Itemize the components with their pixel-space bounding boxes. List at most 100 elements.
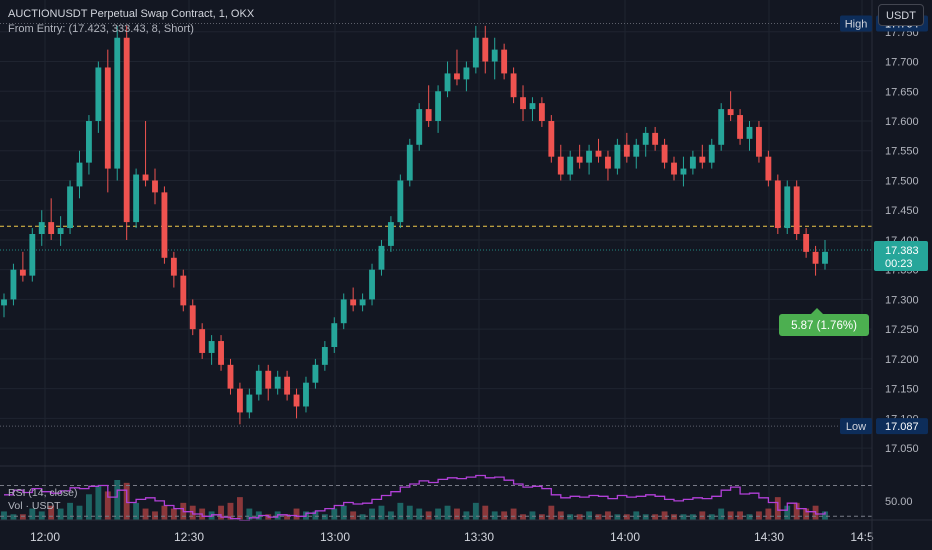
volume-bar	[227, 502, 234, 520]
candle-body	[708, 144, 715, 163]
pnl-badge-box	[779, 314, 869, 336]
y-tick-label: 17.250	[885, 324, 919, 336]
x-tick-label: 13:30	[464, 530, 494, 544]
candle-body	[605, 156, 611, 169]
volume-bar	[491, 511, 498, 520]
volume-bar	[605, 511, 611, 520]
volume-bar	[756, 511, 762, 520]
volume-bar	[152, 511, 158, 520]
candle-body	[454, 73, 460, 80]
candle-body	[633, 144, 640, 157]
candle-body	[340, 299, 347, 324]
volume-bar	[161, 505, 168, 520]
volume-bar	[67, 502, 73, 520]
candle-body	[482, 37, 489, 62]
y-tick-label: 17.550	[885, 146, 919, 158]
candle-body	[369, 269, 375, 300]
volume-bar	[284, 514, 291, 520]
pnl-badge-pointer	[811, 308, 823, 314]
low-value: 17.087	[885, 421, 919, 433]
candle-body	[595, 150, 602, 157]
volume-bar	[236, 497, 243, 520]
candle-body	[227, 364, 234, 389]
volume-bar	[359, 514, 366, 520]
candle-body	[152, 180, 158, 193]
volume-bar	[350, 511, 357, 520]
candle-body	[548, 121, 555, 157]
candle-body	[170, 257, 177, 276]
candle-body	[793, 186, 800, 234]
candle-body	[586, 150, 593, 163]
volume-bar	[406, 505, 413, 520]
volume-bar	[623, 514, 630, 520]
volume-bar	[10, 514, 17, 520]
candle-body	[671, 162, 677, 175]
volume-bar	[737, 511, 743, 520]
y-tick-label: 17.450	[885, 205, 919, 217]
currency-button[interactable]: USDT	[878, 4, 924, 26]
high-label-box	[840, 15, 872, 32]
volume-bar	[331, 508, 338, 520]
volume-bar	[671, 514, 677, 520]
volume-bar	[576, 514, 583, 520]
volume-bar	[510, 508, 517, 520]
candle-body	[444, 73, 451, 92]
candle-body	[312, 364, 319, 383]
candle-body	[520, 97, 526, 110]
countdown-value: 00:23	[885, 258, 913, 270]
volume-bar	[784, 505, 791, 520]
candle-body	[378, 245, 385, 270]
volume-bar	[444, 505, 451, 520]
x-tick-label: 12:30	[174, 530, 204, 544]
low-value-box	[876, 418, 928, 435]
volume-bar	[293, 508, 300, 520]
volume-bar	[454, 508, 460, 520]
volume-bar	[86, 494, 92, 520]
rsi-line	[4, 474, 826, 521]
y-tick-label: 17.050	[885, 443, 919, 455]
candle-body	[321, 347, 328, 365]
candle-body	[718, 109, 725, 145]
volume-bar	[699, 511, 706, 520]
volume-bar	[369, 508, 375, 520]
volume-bar	[312, 511, 319, 520]
volume-bar	[529, 511, 536, 520]
candle-body	[208, 341, 215, 353]
candle-body	[284, 376, 291, 395]
entry-info: From Entry: (17.423, 333.43, 8, Short)	[8, 23, 194, 35]
candle-body	[274, 376, 281, 389]
volume-bar	[520, 514, 526, 520]
low-label: Low	[846, 421, 866, 433]
candle-body	[491, 49, 498, 62]
volume-bar	[246, 508, 253, 520]
volume-bar	[595, 514, 602, 520]
volume-bar	[538, 514, 545, 520]
candle-body	[142, 174, 149, 181]
volume-bar	[718, 508, 725, 520]
candle-body	[293, 394, 300, 407]
candle-body	[642, 132, 649, 145]
candle-body	[236, 388, 243, 413]
y-tick-label: 17.150	[885, 384, 919, 396]
volume-bar	[142, 508, 149, 520]
volume-bar	[642, 514, 649, 520]
candle-body	[803, 234, 810, 252]
y-tick-label: 17.200	[885, 354, 919, 366]
volume-bar	[746, 514, 753, 520]
volume-bar	[416, 508, 423, 520]
candlestick-series[interactable]	[1, 25, 828, 425]
pnl-badge-text: 5.87 (1.76%)	[791, 320, 857, 332]
candle-body	[822, 251, 828, 264]
volume-bar	[501, 511, 508, 520]
volume-bar	[482, 505, 489, 520]
candle-body	[784, 186, 791, 229]
y-tick-label: 17.600	[885, 116, 919, 128]
candle-body	[623, 144, 630, 157]
candle-body	[303, 382, 309, 407]
volume-bar	[378, 505, 385, 520]
volume-bar	[765, 508, 772, 520]
candle-body	[57, 228, 64, 234]
volume-bar	[463, 511, 470, 520]
candle-body	[699, 156, 706, 163]
